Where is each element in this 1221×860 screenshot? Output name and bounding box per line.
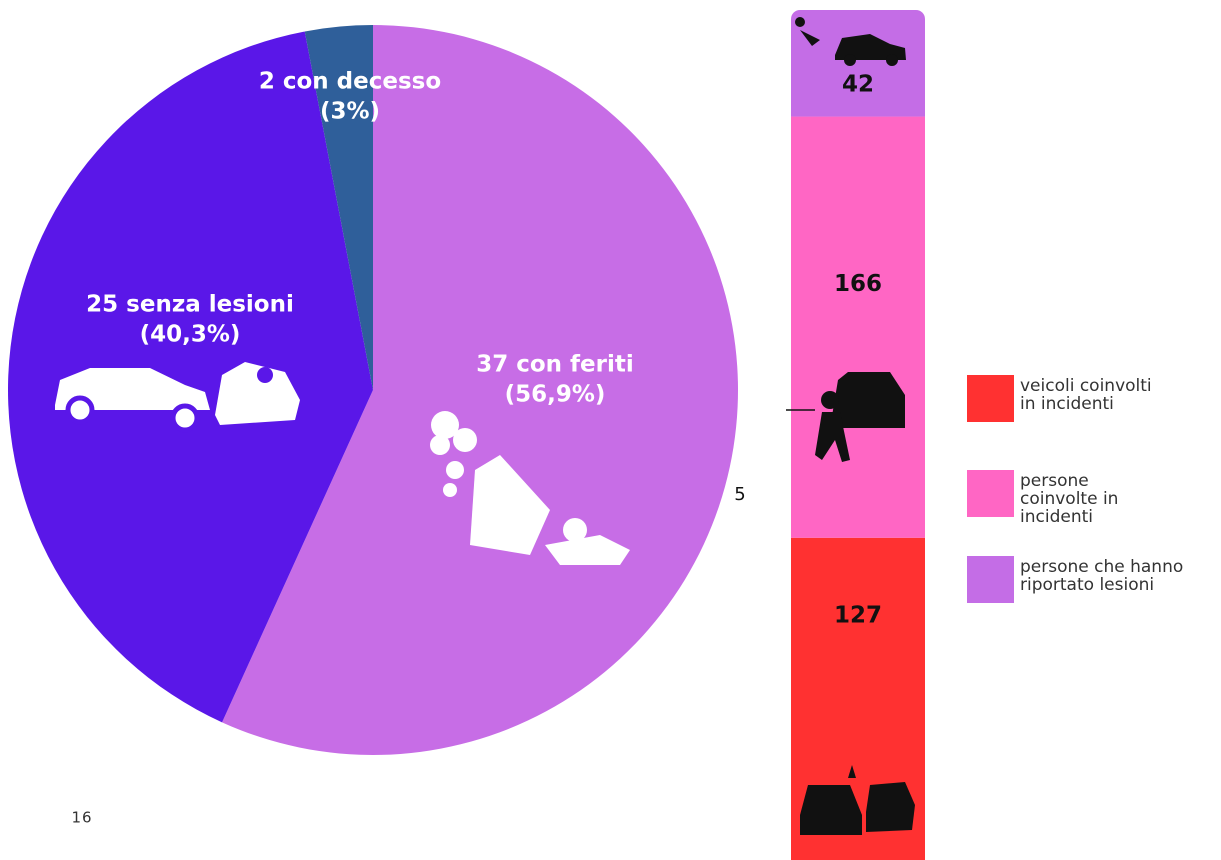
bar-segment <box>791 117 925 538</box>
legend-swatch <box>967 556 1014 603</box>
bar-segment <box>791 10 925 117</box>
slice-label: 37 con feriti <box>476 352 634 378</box>
legend-label: persone che hanno riportato lesioni <box>1020 558 1210 594</box>
side-note: 5 <box>734 484 745 505</box>
bar-value-label: 42 <box>842 72 874 98</box>
legend-swatch <box>967 375 1014 422</box>
page: 5 16 37 con feriti (56,9%) 25 senza lesion… <box>0 0 1221 860</box>
slice-value-label: (40,3%) <box>140 322 241 348</box>
slice-value-label: (3%) <box>320 99 380 125</box>
slice-label: 2 con decesso <box>259 69 441 95</box>
slice-value-label: (56,9%) <box>505 382 606 408</box>
bar-value-label: 166 <box>834 271 882 297</box>
slice-label: 25 senza lesioni <box>86 292 294 318</box>
legend-label: veicoli coinvolti in incidenti <box>1020 377 1160 413</box>
legend-swatch <box>967 470 1014 517</box>
bar-value-label: 127 <box>834 602 882 628</box>
chart: 5 16 37 con feriti (56,9%) 25 senza lesion… <box>0 0 1221 860</box>
legend-label: persone coinvolte in incidenti <box>1020 472 1160 526</box>
page-number: 16 <box>71 809 92 827</box>
